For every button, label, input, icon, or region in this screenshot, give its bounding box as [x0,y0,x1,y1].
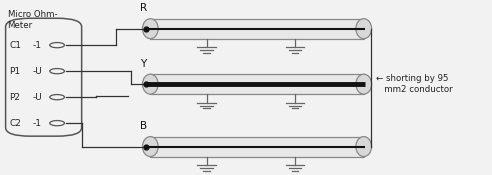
Bar [151,19,364,39]
Text: -U: -U [32,67,42,76]
Text: C1: C1 [9,41,22,50]
Text: -1: -1 [32,41,42,50]
Text: R: R [140,4,147,13]
Ellipse shape [356,19,371,39]
Text: Micro Ohm-
Meter: Micro Ohm- Meter [7,10,57,30]
Ellipse shape [356,74,371,94]
Bar [151,137,364,156]
Text: P1: P1 [9,67,21,76]
Text: ← shorting by 95
   mm2 conductor: ← shorting by 95 mm2 conductor [376,74,453,94]
FancyBboxPatch shape [5,18,82,136]
Text: B: B [140,121,147,131]
Text: Y: Y [140,59,146,69]
Text: P2: P2 [9,93,21,102]
Text: -1: -1 [32,119,42,128]
Text: C2: C2 [9,119,21,128]
Ellipse shape [143,74,158,94]
Bar [151,74,364,94]
Ellipse shape [356,137,371,156]
Ellipse shape [143,137,158,156]
Text: -U: -U [32,93,42,102]
Ellipse shape [143,19,158,39]
